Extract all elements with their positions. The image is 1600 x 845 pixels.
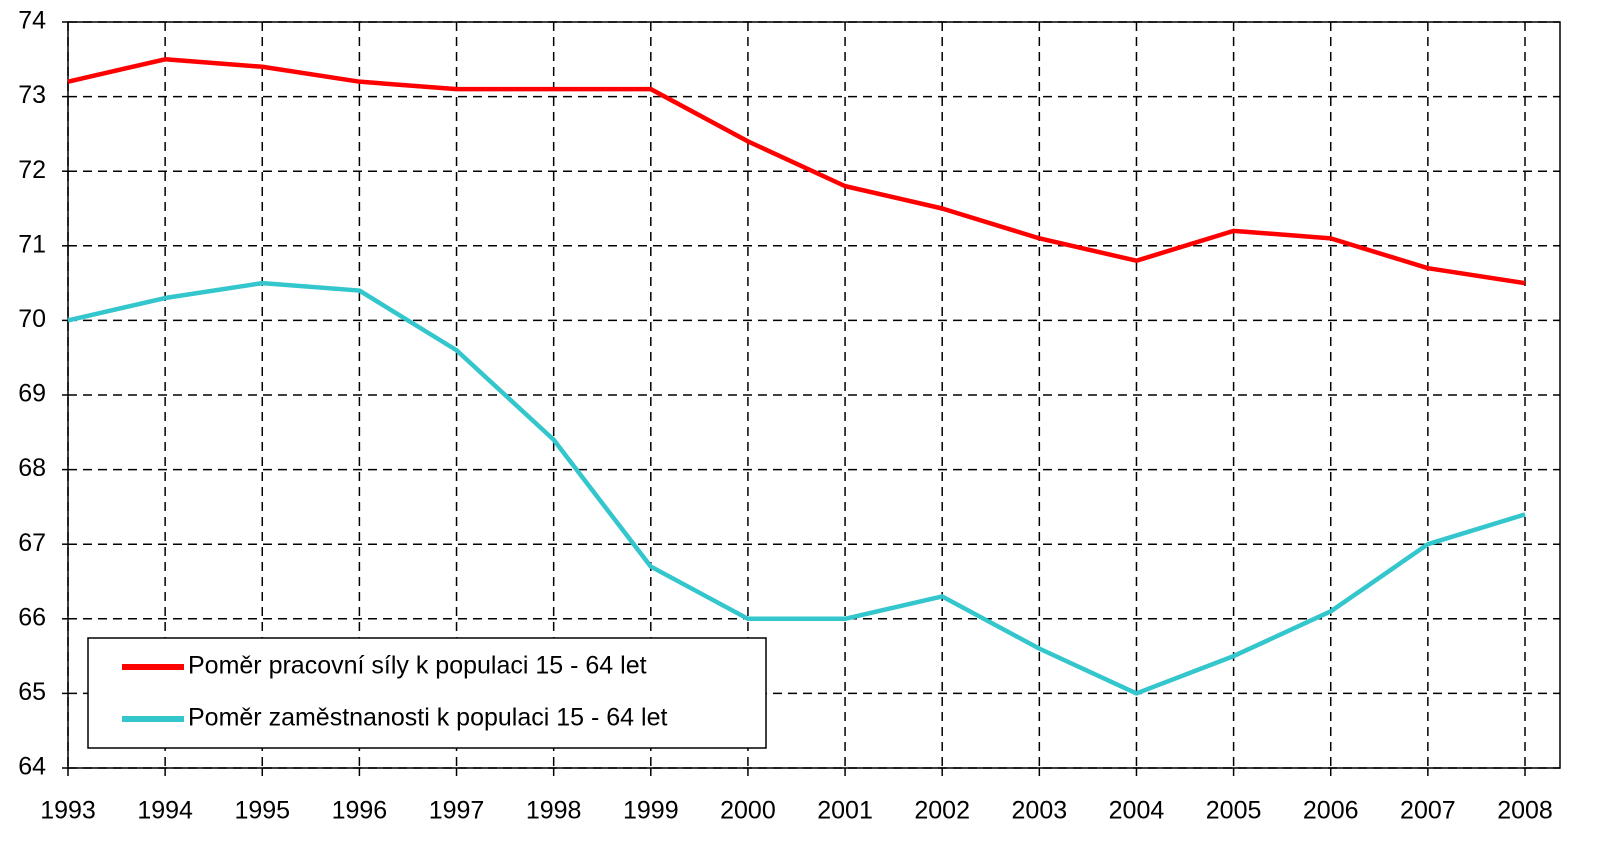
x-tick-label: 1996 — [332, 797, 388, 825]
y-tick-label: 69 — [18, 380, 46, 408]
legend: Poměr pracovní síly k populaci 15 - 64 l… — [87, 637, 767, 749]
series-line — [67, 57, 1526, 286]
x-tick-label: 2004 — [1109, 797, 1165, 825]
x-tick-label: 1998 — [526, 797, 582, 825]
y-tick-label: 73 — [18, 81, 46, 109]
y-tick-label: 67 — [18, 529, 46, 557]
y-tick-label: 68 — [18, 454, 46, 482]
x-tick-label: 2006 — [1303, 797, 1359, 825]
y-tick-label: 74 — [18, 7, 46, 35]
x-tick-label: 1999 — [623, 797, 679, 825]
y-tick-label: 72 — [18, 156, 46, 184]
y-tick-label: 65 — [18, 678, 46, 706]
legend-label: Poměr zaměstnanosti k populaci 15 - 64 l… — [188, 704, 667, 732]
x-tick-label: 2003 — [1012, 797, 1068, 825]
y-tick-label: 71 — [18, 230, 46, 258]
x-tick-label: 1993 — [40, 797, 96, 825]
y-tick-label: 66 — [18, 603, 46, 631]
x-tick-label: 2001 — [817, 797, 873, 825]
x-tick-label: 1997 — [429, 797, 485, 825]
series-line — [67, 280, 1526, 696]
y-tick-label: 70 — [18, 305, 46, 333]
x-tick-label: 2007 — [1400, 797, 1456, 825]
y-tick-label: 64 — [18, 753, 46, 781]
legend-box — [87, 637, 767, 749]
x-tick-label: 1994 — [137, 797, 193, 825]
x-tick-label: 2002 — [914, 797, 970, 825]
legend-label: Poměr pracovní síly k populaci 15 - 64 l… — [188, 652, 647, 680]
x-tick-label: 2008 — [1497, 797, 1553, 825]
x-tick-label: 1995 — [234, 797, 290, 825]
x-tick-label: 2005 — [1206, 797, 1262, 825]
x-tick-label: 2000 — [720, 797, 776, 825]
